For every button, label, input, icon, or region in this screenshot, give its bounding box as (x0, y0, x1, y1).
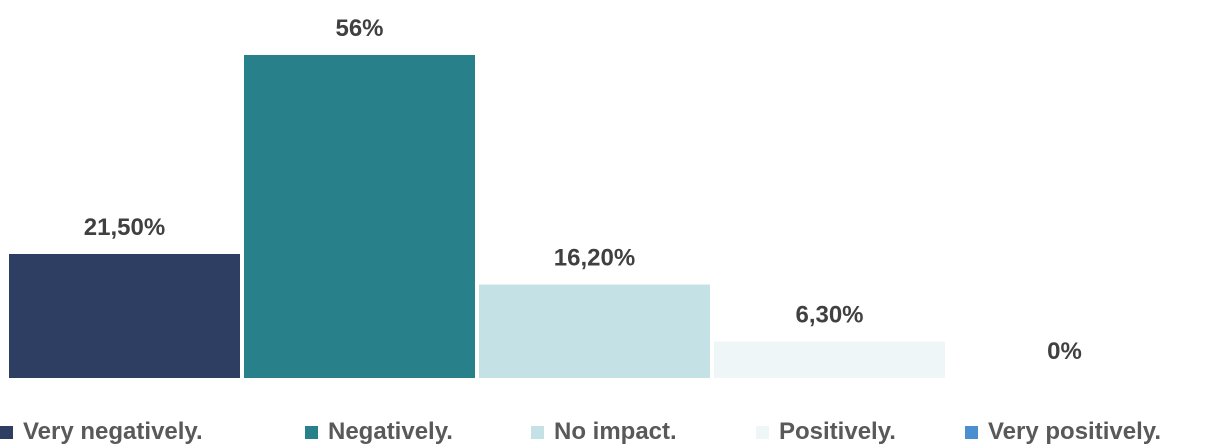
legend-swatch (531, 425, 544, 439)
bar-negatively (244, 55, 475, 378)
bar-very-negatively (9, 253, 240, 378)
bar-chart: 21,50% 56% 16,20% 6,30% 0% (9, 15, 1082, 378)
legend-swatch (756, 425, 769, 439)
legend-item-no-impact: No impact. (531, 418, 677, 446)
legend-item-very-negatively: Very negatively. (0, 418, 203, 446)
legend-swatch (965, 425, 978, 439)
data-label-positively: 6,30% (795, 302, 863, 329)
data-label-very-positively: 0% (1047, 338, 1082, 365)
legend-label: Negatively. (328, 418, 453, 445)
legend-item-positively: Positively. (756, 418, 896, 446)
legend-label: Positively. (779, 418, 896, 445)
legend-swatch (305, 425, 318, 439)
data-label-negatively: 56% (335, 15, 383, 42)
legend-swatch (0, 425, 13, 439)
bar-positively (714, 341, 945, 378)
legend-label: No impact. (554, 418, 677, 445)
legend-item-very-positively: Very positively. (965, 418, 1161, 446)
data-label-very-negatively: 21,50% (84, 214, 165, 241)
legend: Very negatively. Negatively. No impact. … (0, 418, 1207, 448)
legend-item-negatively: Negatively. (305, 418, 453, 446)
data-label-no-impact: 16,20% (554, 245, 635, 272)
legend-label: Very negatively. (23, 418, 203, 445)
legend-label: Very positively. (988, 418, 1161, 445)
bar-no-impact (479, 284, 710, 378)
